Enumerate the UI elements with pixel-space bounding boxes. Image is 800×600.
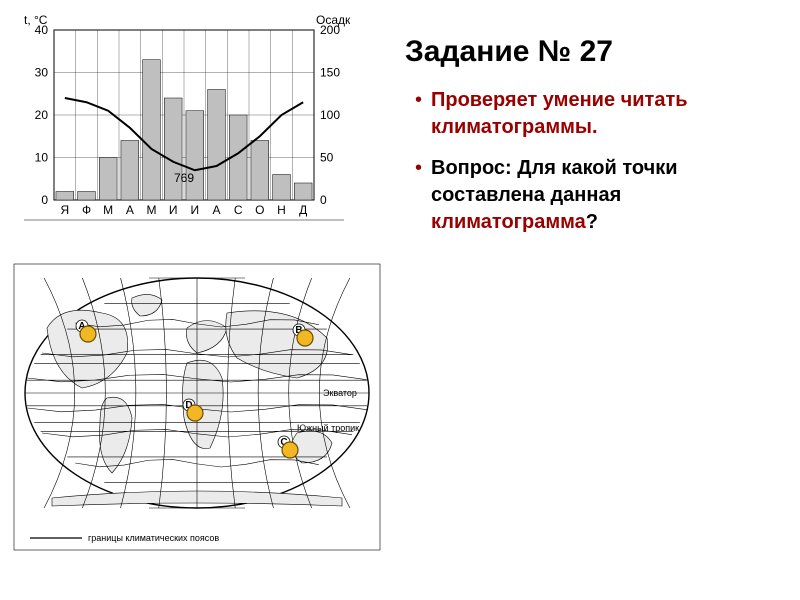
text-column: Задание № 27 Проверяет умение читать кли… — [400, 0, 800, 600]
svg-text:769: 769 — [174, 171, 194, 185]
climatogram-svg: 001050201003015040200ЯФМАМИИАСОНДt, °CОс… — [18, 10, 350, 242]
bullet-item: Вопрос: Для какой точки составлена данна… — [415, 155, 775, 236]
svg-text:Южный тропик: Южный тропик — [297, 423, 359, 433]
svg-text:10: 10 — [35, 151, 49, 165]
world-map: ЭкваторЮжный тропикABCDграницы климатиче… — [12, 258, 382, 578]
svg-text:100: 100 — [320, 108, 340, 122]
svg-text:0: 0 — [320, 193, 327, 207]
task-title: Задание № 27 — [405, 35, 775, 69]
svg-text:Д: Д — [299, 203, 307, 217]
svg-text:Экватор: Экватор — [323, 388, 357, 398]
svg-text:А: А — [212, 203, 220, 217]
svg-text:150: 150 — [320, 66, 340, 80]
svg-text:Я: Я — [60, 203, 69, 217]
svg-text:t, °C: t, °C — [24, 13, 48, 27]
climatogram: 001050201003015040200ЯФМАМИИАСОНДt, °CОс… — [18, 10, 350, 242]
svg-text:М: М — [103, 203, 113, 217]
svg-text:А: А — [126, 203, 134, 217]
world-map-svg: ЭкваторЮжный тропикABCDграницы климатиче… — [12, 258, 382, 578]
svg-text:С: С — [234, 203, 243, 217]
bullet-list: Проверяет умение читать климатограммы. Во… — [405, 87, 775, 236]
svg-text:30: 30 — [35, 66, 49, 80]
svg-text:М: М — [147, 203, 157, 217]
figures-column: 001050201003015040200ЯФМАМИИАСОНДt, °CОс… — [0, 0, 400, 600]
svg-text:Ф: Ф — [82, 203, 91, 217]
svg-text:Н: Н — [277, 203, 286, 217]
svg-text:0: 0 — [41, 193, 48, 207]
svg-text:50: 50 — [320, 151, 334, 165]
svg-text:И: И — [191, 203, 200, 217]
svg-text:О: О — [255, 203, 264, 217]
svg-text:Осадки, мм: Осадки, мм — [316, 13, 350, 27]
svg-text:границы климатических поясов: границы климатических поясов — [88, 533, 219, 543]
svg-text:20: 20 — [35, 108, 49, 122]
bullet-item: Проверяет умение читать климатограммы. — [415, 87, 775, 141]
svg-text:И: И — [169, 203, 178, 217]
